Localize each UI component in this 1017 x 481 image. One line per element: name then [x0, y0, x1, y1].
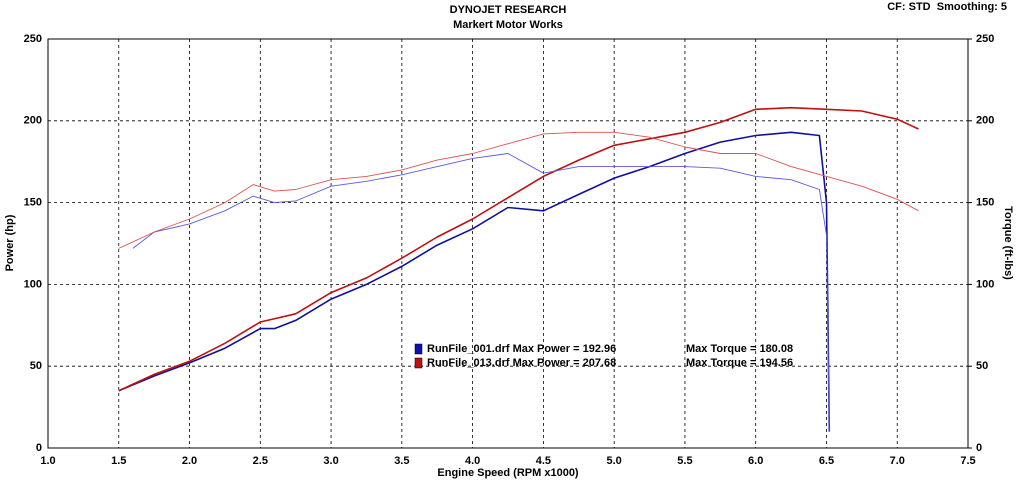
y-axis-label: Power (hp) — [4, 214, 16, 271]
legend-torque: Max Torque = 180.08 — [686, 343, 793, 355]
y-tick-label: 250 — [24, 33, 42, 45]
series-line — [118, 131, 831, 432]
legend-swatch — [414, 343, 423, 355]
x-tick-label: 1.0 — [40, 455, 55, 467]
x-tick-label: 7.0 — [890, 455, 905, 467]
x-tick-label: 7.5 — [960, 455, 975, 467]
y2-axis-label: Torque (ft-lbs) — [1002, 206, 1014, 280]
x-tick-label: 2.5 — [253, 455, 268, 467]
series-line — [118, 106, 919, 392]
y-tick-label: 150 — [24, 197, 42, 209]
y2-tick-label: 100 — [976, 278, 994, 290]
x-tick-label: 3.0 — [323, 455, 338, 467]
corner-note: CF: STD Smoothing: 5 — [887, 1, 1007, 13]
legend-label: RunFile_001.drf Max Power = 192.96 — [427, 343, 616, 355]
x-tick-label: 6.5 — [819, 455, 834, 467]
x-tick-label: 3.5 — [394, 455, 409, 467]
y-tick-label: 100 — [24, 278, 42, 290]
x-tick-label: 2.0 — [182, 455, 197, 467]
series-line — [132, 153, 830, 432]
x-tick-label: 4.0 — [465, 455, 480, 467]
y-tick-label: 0 — [36, 442, 42, 454]
x-tick-label: 1.5 — [111, 455, 126, 467]
x-tick-label: 5.5 — [677, 455, 692, 467]
plot-frame — [47, 38, 969, 449]
y-tick-label: 200 — [24, 115, 42, 127]
x-tick-label: 5.0 — [607, 455, 622, 467]
chart-subtitle: Markert Motor Works — [453, 19, 563, 31]
chart-title: DYNOJET RESEARCH — [450, 4, 567, 16]
x-tick-label: 6.0 — [748, 455, 763, 467]
legend-torque: Max Torque = 194.56 — [686, 357, 793, 369]
x-axis-label: Engine Speed (RPM x1000) — [437, 467, 579, 479]
legend-label: RunFile_013.drf Max Power = 207.68 — [427, 357, 616, 369]
y-tick-label: 50 — [30, 360, 42, 372]
y2-tick-label: 150 — [976, 197, 994, 209]
y2-tick-label: 200 — [976, 115, 994, 127]
series-line — [118, 131, 919, 249]
y2-tick-label: 50 — [976, 360, 988, 372]
y2-tick-label: 0 — [976, 442, 982, 454]
x-tick-label: 4.5 — [536, 455, 551, 467]
legend-swatch — [414, 357, 423, 369]
y2-tick-label: 250 — [976, 33, 994, 45]
